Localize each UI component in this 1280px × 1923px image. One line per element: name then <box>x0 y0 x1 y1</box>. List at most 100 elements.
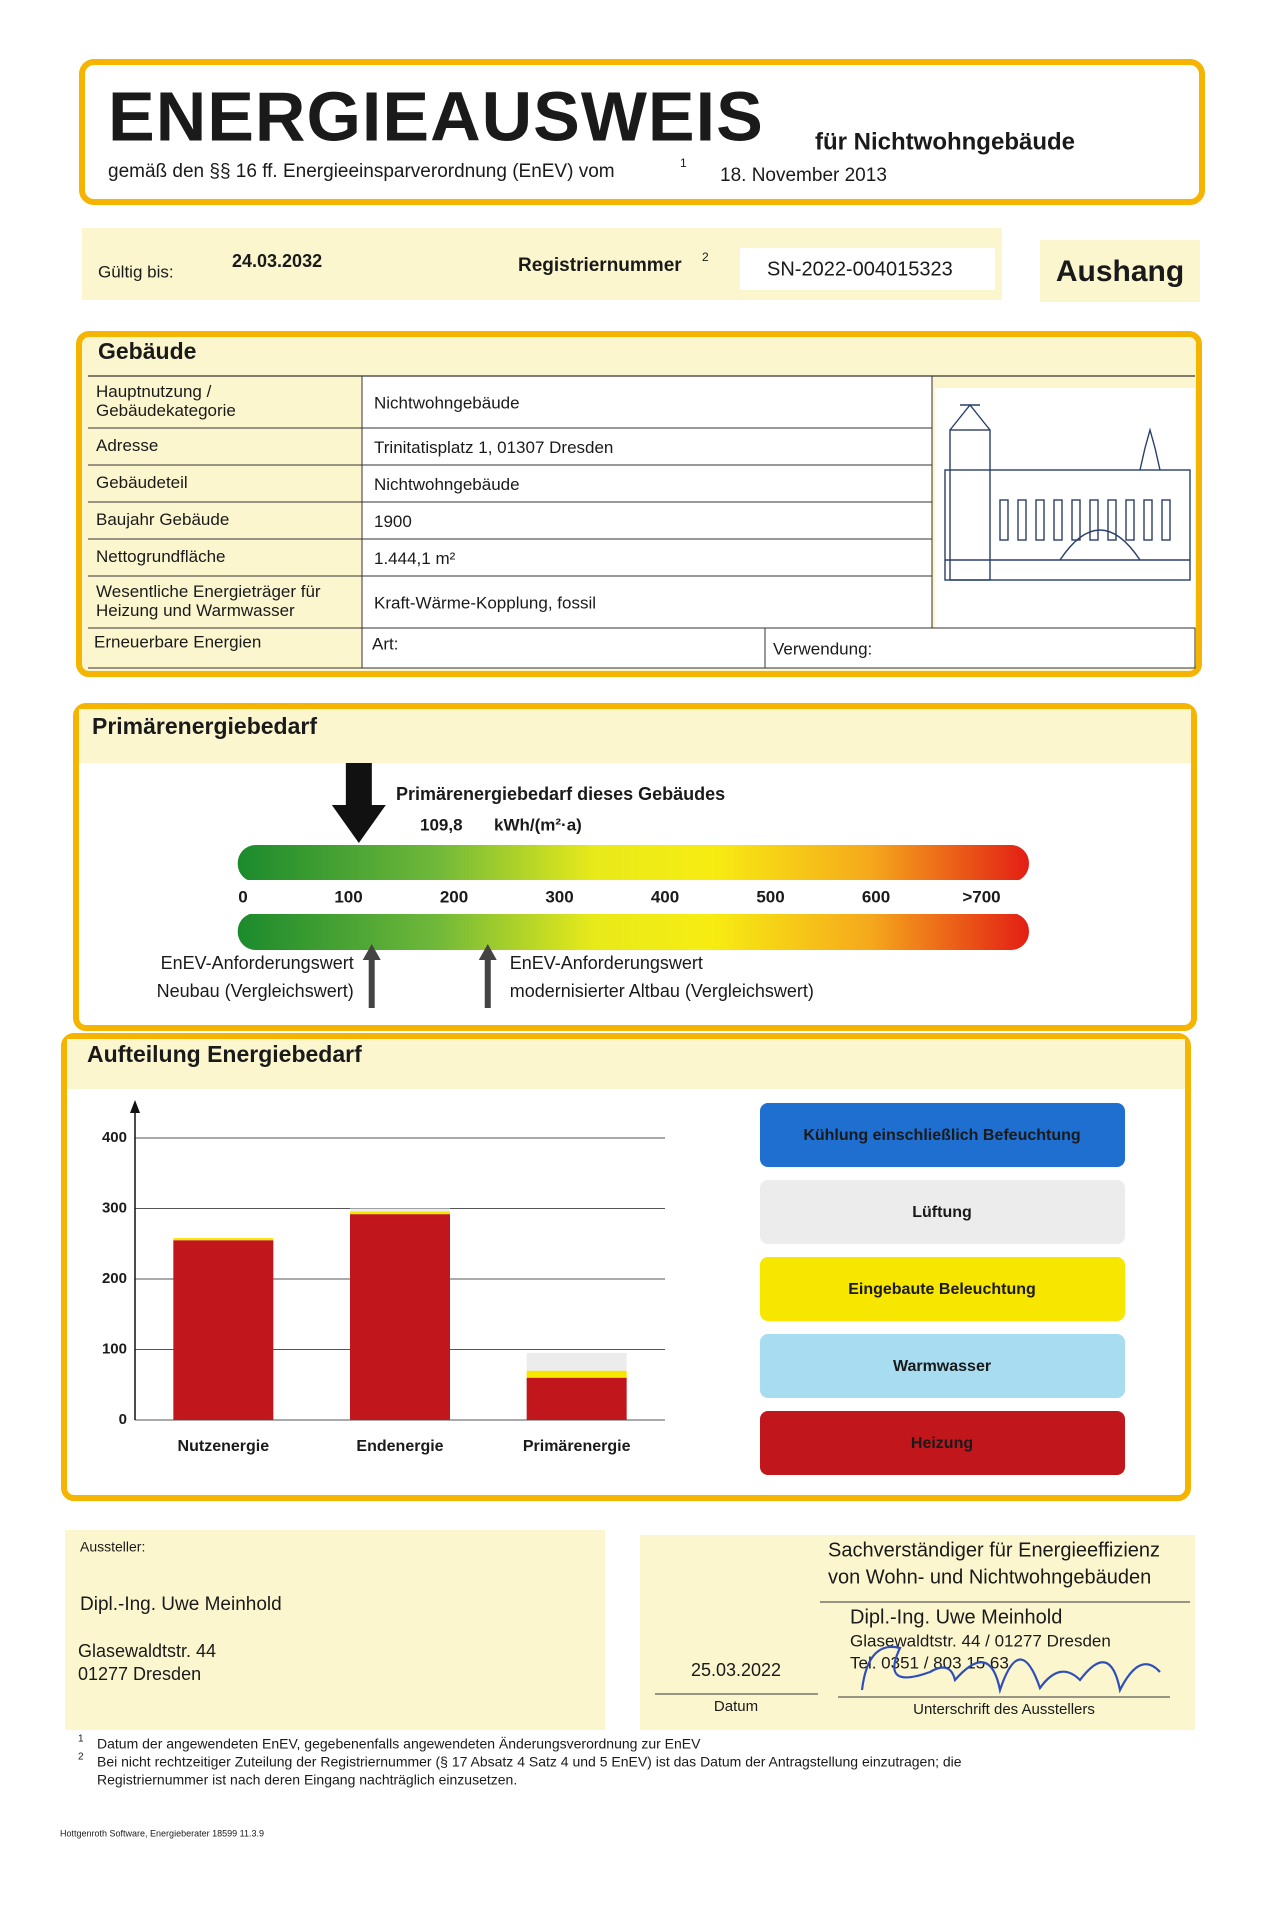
footnote-text: Registriernummer ist nach deren Eingang … <box>97 1772 517 1788</box>
display-label: Aushang <box>1056 255 1184 288</box>
row-value: Kraft-Wärme-Kopplung, fossil <box>374 593 596 612</box>
legend-swatch <box>760 1103 1125 1167</box>
requirement-label: Neubau (Vergleichswert) <box>157 981 354 1001</box>
building-sketch <box>1161 499 1171 541</box>
valid-label: Gültig bis: <box>98 262 174 281</box>
registration-number: SN-2022-004015323 <box>767 258 953 280</box>
scale-gap <box>237 880 1029 914</box>
legend-swatch <box>760 1180 1125 1244</box>
legend-swatch <box>760 1257 1125 1321</box>
stamp-line: von Wohn- und Nichtwohngebäuden <box>828 1566 1151 1588</box>
row-label: Baujahr Gebäude <box>96 510 229 529</box>
issuer-label: Aussteller: <box>80 1539 145 1555</box>
display-band <box>1040 240 1200 302</box>
building-sketch <box>1059 529 1141 561</box>
y-axis-arrow <box>130 1100 140 1113</box>
scale-bar <box>237 845 1029 882</box>
scale-tick-label: 600 <box>862 887 890 906</box>
footnote-text: Bei nicht rechtzeitiger Zuteilung der Re… <box>97 1754 962 1770</box>
row-label: Wesentliche Energieträger für <box>96 582 321 601</box>
scale-tick-label: 0 <box>238 887 247 906</box>
requirement-label: EnEV-Anforderungswert <box>510 953 703 973</box>
row-value: 1.444,1 m² <box>374 549 456 568</box>
row-value: Nichtwohngebäude <box>374 393 520 412</box>
building-sketch <box>1139 427 1161 471</box>
row-label: Adresse <box>96 436 158 455</box>
building-sketch <box>1017 499 1027 541</box>
legend-label: Kühlung einschließlich Befeuchtung <box>803 1127 1080 1144</box>
footnote-mark: 2 <box>702 250 709 264</box>
row-label: Nettogrundfläche <box>96 547 225 566</box>
y-tick-label: 0 <box>119 1411 127 1428</box>
footnote-mark: 1 <box>680 156 687 170</box>
bar-segment <box>350 1214 450 1420</box>
requirement-arrow <box>362 944 381 1008</box>
y-tick-label: 200 <box>102 1270 127 1287</box>
header-box <box>79 59 1205 205</box>
building-sketch <box>1143 499 1153 541</box>
section-title: Primärenergiebedarf <box>92 713 317 739</box>
stamp-line: Sachverständiger für Energieeffizienz <box>828 1539 1160 1561</box>
row-label: Erneuerbare Energien <box>94 632 261 651</box>
building-sketch <box>1125 499 1135 541</box>
footnote-text: Datum der angewendeten EnEV, gegebenenfa… <box>97 1736 701 1752</box>
renewable-cell <box>361 627 1196 669</box>
bar-segment <box>173 1240 274 1420</box>
image-cell <box>935 388 1195 628</box>
subtitle: für Nichtwohngebäude <box>815 128 1075 155</box>
section-title: Aufteilung Energiebedarf <box>87 1041 362 1067</box>
legend-label: Lüftung <box>912 1204 972 1221</box>
y-tick-label: 100 <box>102 1340 127 1357</box>
issuer-box <box>65 1530 605 1730</box>
legend-swatch <box>760 1411 1125 1475</box>
footnote-mark: 2 <box>78 1752 84 1763</box>
building-sketch <box>1053 499 1063 541</box>
breakdown-header <box>67 1039 1185 1089</box>
marker-unit: kWh/(m²·a) <box>494 815 582 834</box>
row-value: 1900 <box>374 512 412 531</box>
issue-date: 18. November 2013 <box>720 165 887 186</box>
valid-date: 24.03.2032 <box>232 251 322 271</box>
bar-segment <box>173 1238 274 1241</box>
x-tick-label: Primärenergie <box>523 1438 631 1455</box>
legend-label: Heizung <box>911 1435 973 1452</box>
y-tick-label: 400 <box>102 1129 127 1146</box>
stamp-line: Glasewaldtstr. 44 / 01277 Dresden <box>850 1631 1111 1650</box>
legend-label: Eingebaute Beleuchtung <box>848 1281 1036 1298</box>
row-label: Gebäudekategorie <box>96 401 236 420</box>
row-value: Trinitatisplatz 1, 01307 Dresden <box>374 438 613 457</box>
basis: gemäß den §§ 16 ff. Energieeinsparverord… <box>108 161 615 182</box>
bar-segment <box>526 1370 627 1378</box>
building-sketch <box>1071 499 1081 541</box>
stamp-line: Dipl.-Ing. Uwe Meinhold <box>850 1606 1062 1628</box>
row-value: Verwendung: <box>773 639 872 658</box>
issuer-street: Glasewaldtstr. 44 <box>78 1641 216 1661</box>
bar-segment <box>526 1377 627 1420</box>
building-sketch <box>1089 499 1099 541</box>
building-sketch <box>949 403 991 431</box>
scale-tick-label: 400 <box>651 887 679 906</box>
building-marker <box>331 763 386 843</box>
legend-swatch <box>760 1334 1125 1398</box>
scale-tick-label: 100 <box>334 887 362 906</box>
bar-segment <box>350 1208 450 1212</box>
requirement-label: modernisierter Altbau (Vergleichswert) <box>510 981 814 1001</box>
building-sketch <box>1107 499 1117 541</box>
row-label: Heizung und Warmwasser <box>96 601 295 620</box>
building-sketch <box>999 499 1009 541</box>
footnote-mark: 1 <box>78 1734 84 1745</box>
x-tick-label: Nutzenergie <box>178 1438 270 1455</box>
bar-segment <box>350 1211 450 1215</box>
signature-label: Unterschrift des Ausstellers <box>913 1701 1095 1718</box>
signature-scribble <box>860 1645 1161 1695</box>
registration-label: Registriernummer <box>518 255 682 276</box>
scale-tick-label: 500 <box>756 887 784 906</box>
issuer-city: 01277 Dresden <box>78 1664 201 1684</box>
signature-date: 25.03.2022 <box>691 1660 781 1680</box>
row-label: Hauptnutzung / <box>96 382 212 401</box>
marker-label: Primärenergiebedarf dieses Gebäudes <box>396 784 725 804</box>
scale-tick-label: >700 <box>962 887 1000 906</box>
bar-segment <box>526 1353 627 1371</box>
requirement-arrow <box>478 944 497 1008</box>
